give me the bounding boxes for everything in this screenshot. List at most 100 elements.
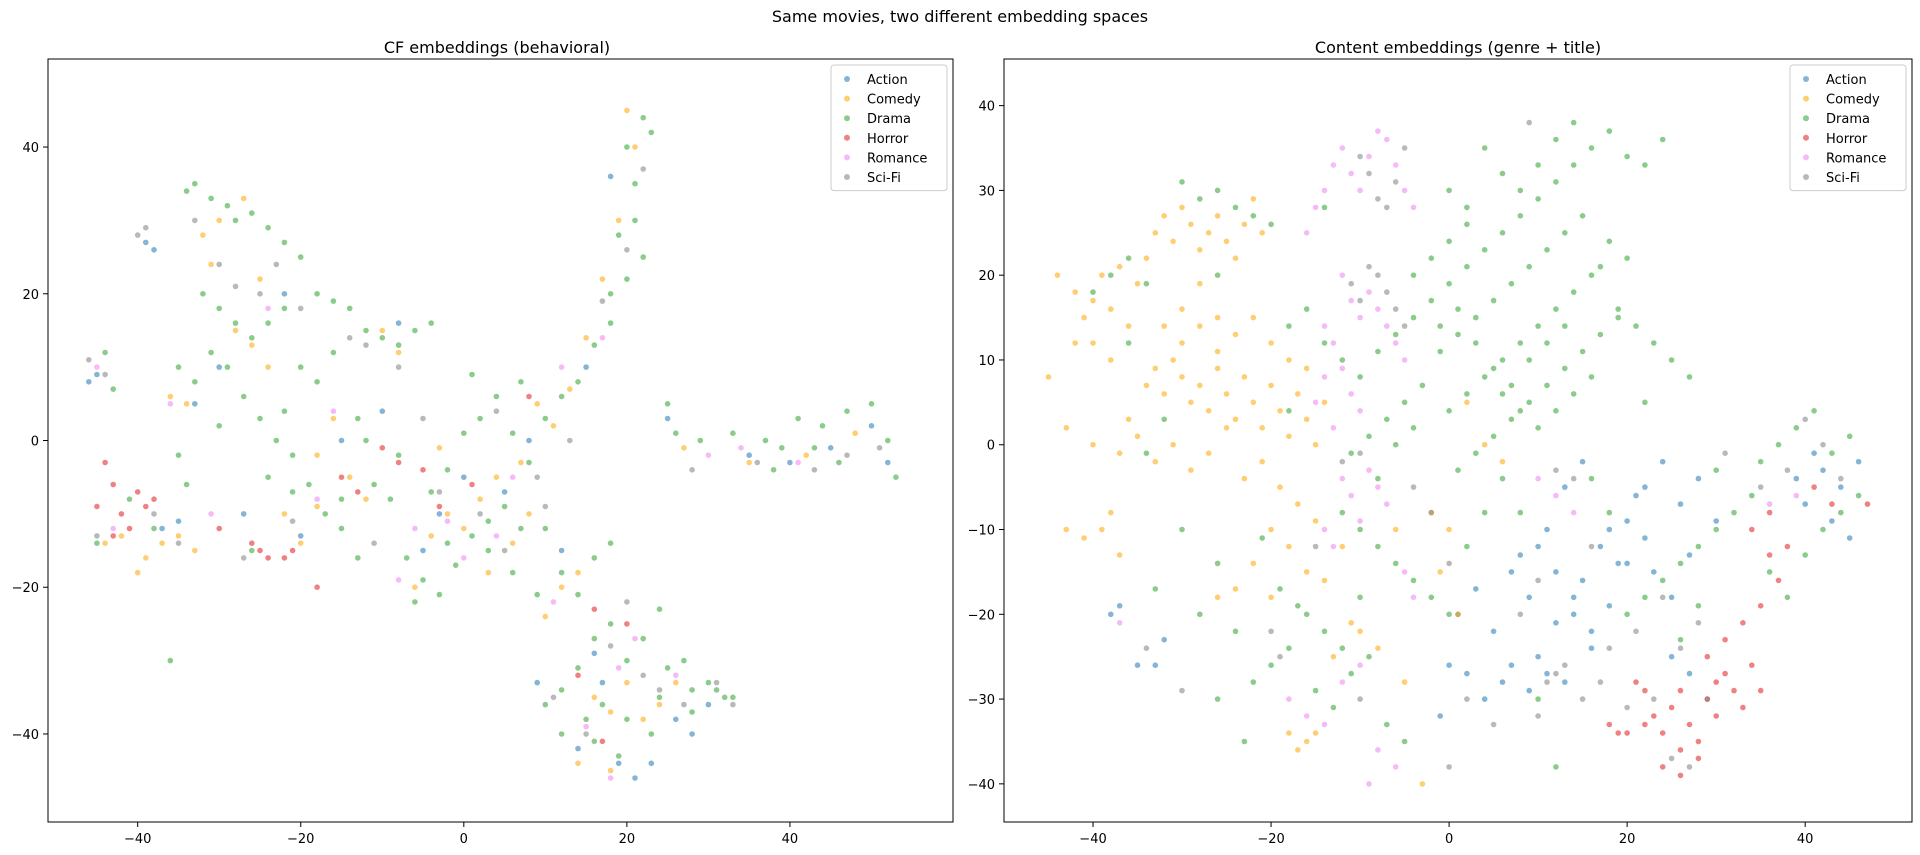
point-comedy xyxy=(1312,730,1319,736)
point-comedy xyxy=(1232,255,1239,261)
point-sci-fi xyxy=(567,437,573,444)
point-action xyxy=(94,371,100,378)
point-sci-fi xyxy=(346,335,353,341)
point-action xyxy=(1499,679,1506,685)
point-drama xyxy=(583,716,589,723)
point-action xyxy=(827,445,834,451)
point-drama xyxy=(428,489,435,495)
point-sci-fi xyxy=(607,643,614,649)
point-action xyxy=(1588,628,1595,635)
legend-entry-drama: Drama xyxy=(867,112,911,127)
point-action xyxy=(1686,670,1693,677)
point-action xyxy=(1464,670,1470,677)
point-drama xyxy=(1508,382,1515,389)
point-comedy xyxy=(1214,365,1221,372)
point-action xyxy=(436,511,443,517)
point-sci-fi xyxy=(1570,475,1577,482)
point-comedy xyxy=(1197,280,1203,287)
point-horror xyxy=(110,533,116,539)
point-drama xyxy=(1517,340,1524,346)
legend-entry-sci-fi: Sci-Fi xyxy=(1826,171,1860,186)
point-horror xyxy=(1659,730,1666,736)
scatter-points xyxy=(86,107,899,781)
point-action xyxy=(868,423,875,429)
point-sci-fi xyxy=(1366,170,1372,177)
point-comedy xyxy=(599,276,606,282)
point-horror xyxy=(599,738,606,745)
point-drama xyxy=(648,731,655,737)
point-drama xyxy=(534,591,540,598)
point-sci-fi xyxy=(534,474,540,481)
point-action xyxy=(1473,586,1479,592)
point-drama xyxy=(1410,425,1417,431)
point-comedy xyxy=(1232,331,1239,338)
point-drama xyxy=(1606,238,1613,245)
point-comedy xyxy=(1116,450,1123,457)
point-horror xyxy=(265,555,271,561)
point-romance xyxy=(1357,314,1363,321)
x-tick-label: −40 xyxy=(1079,832,1106,847)
point-comedy xyxy=(624,679,630,686)
point-sci-fi xyxy=(1384,289,1390,295)
point-romance xyxy=(94,364,100,370)
point-sci-fi xyxy=(1268,628,1274,635)
point-comedy xyxy=(534,401,540,407)
point-comedy xyxy=(143,555,149,561)
point-drama xyxy=(1330,704,1337,711)
point-drama xyxy=(1544,382,1550,389)
point-drama xyxy=(1321,340,1328,346)
point-horror xyxy=(1713,679,1719,685)
point-comedy xyxy=(346,474,353,481)
point-romance xyxy=(1330,425,1337,431)
point-romance xyxy=(1321,323,1328,329)
point-comedy xyxy=(1090,297,1096,304)
point-comedy xyxy=(1197,382,1203,389)
point-drama xyxy=(1108,272,1114,279)
point-drama xyxy=(1464,204,1470,211)
point-action xyxy=(607,173,614,180)
point-drama xyxy=(1517,187,1524,194)
point-sci-fi xyxy=(1588,543,1595,550)
point-action xyxy=(632,775,638,781)
point-drama xyxy=(1695,543,1702,550)
point-comedy xyxy=(1375,645,1381,651)
point-sci-fi xyxy=(1553,467,1559,474)
point-drama xyxy=(1508,280,1515,287)
point-action xyxy=(1152,662,1159,668)
point-drama xyxy=(1455,306,1461,312)
y-tick-label: −10 xyxy=(968,524,995,539)
point-action xyxy=(599,679,606,686)
point-sci-fi xyxy=(640,672,646,679)
point-action xyxy=(420,547,426,554)
point-drama xyxy=(493,393,500,400)
point-action xyxy=(338,437,345,444)
point-drama xyxy=(1455,331,1461,338)
point-drama xyxy=(1481,374,1488,380)
point-horror xyxy=(1757,687,1764,694)
point-romance xyxy=(1312,399,1319,406)
point-comedy xyxy=(1179,340,1185,346)
point-romance xyxy=(1375,128,1381,134)
point-comedy xyxy=(1357,628,1363,635)
point-action xyxy=(192,401,198,407)
point-sci-fi xyxy=(689,467,695,473)
point-drama xyxy=(591,635,598,642)
point-romance xyxy=(1348,297,1354,304)
point-drama xyxy=(1535,196,1541,202)
point-sci-fi xyxy=(550,694,557,701)
point-drama xyxy=(542,525,549,532)
point-romance xyxy=(167,401,174,407)
point-drama xyxy=(673,430,679,437)
point-action xyxy=(1161,636,1167,643)
point-romance xyxy=(583,723,589,730)
point-comedy xyxy=(297,540,304,546)
point-comedy xyxy=(1134,280,1141,287)
point-action xyxy=(1713,518,1719,524)
point-drama xyxy=(469,371,475,378)
point-comedy xyxy=(1259,458,1265,465)
point-comedy xyxy=(656,701,663,708)
legend: Action Comedy Drama Horror Romance Sci-Fi xyxy=(1789,64,1907,192)
point-comedy xyxy=(1108,357,1114,363)
point-horror xyxy=(134,489,141,495)
point-drama xyxy=(330,298,337,304)
